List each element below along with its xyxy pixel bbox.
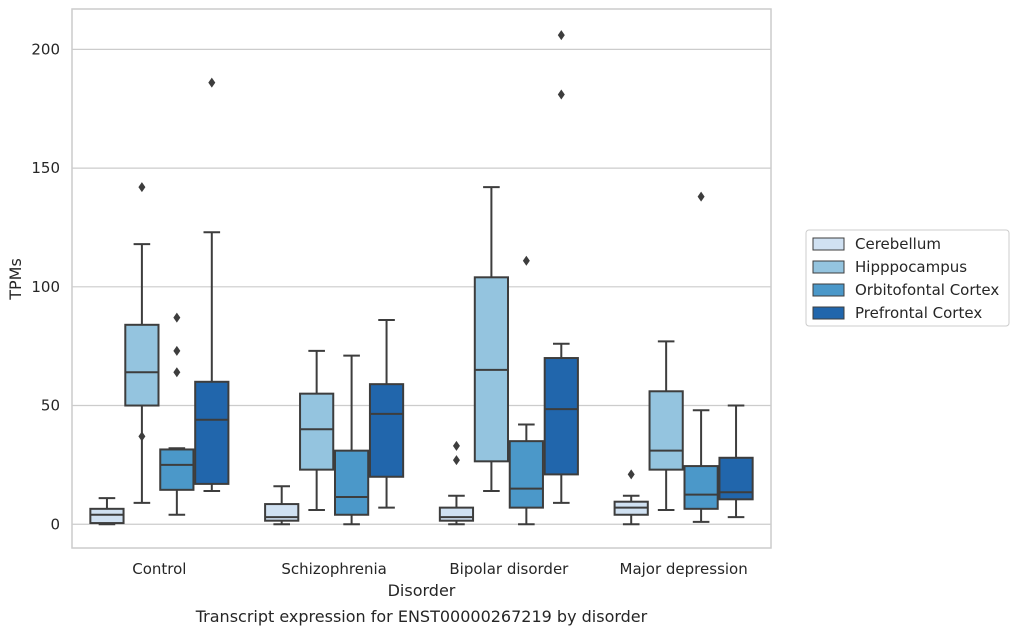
box-iqr xyxy=(264,503,300,522)
legend-swatch xyxy=(812,306,845,320)
box-hipppocampus xyxy=(648,340,684,512)
box-iqr xyxy=(89,507,125,525)
box-orbitofontal-cortex xyxy=(333,354,370,526)
box-cerebellum xyxy=(89,497,125,526)
legend-swatch xyxy=(812,283,845,297)
y-tick-labels: 0 50 100 150 200 xyxy=(31,40,60,533)
legend-frame xyxy=(805,229,1010,327)
y-axis-label: TPMs xyxy=(6,258,25,301)
box-orbitofontal-cortex xyxy=(508,255,544,526)
box-prefrontal-cortex xyxy=(368,319,405,509)
y-tick-label: 200 xyxy=(31,40,60,58)
box-iqr xyxy=(438,506,475,522)
box-hipppocampus xyxy=(473,186,510,493)
outlier-point xyxy=(138,431,146,442)
box-iqr xyxy=(683,465,719,510)
x-tick-label: Bipolar disorder xyxy=(449,560,569,578)
legend-label: Orbitofontal Cortex xyxy=(855,281,999,299)
box-cerebellum xyxy=(613,469,649,526)
y-tick-label: 0 xyxy=(50,515,60,533)
legend-label: Cerebellum xyxy=(855,235,941,253)
outlier-point xyxy=(627,469,635,480)
box-iqr xyxy=(194,380,230,485)
box-iqr xyxy=(124,323,160,407)
outlier-point xyxy=(557,89,565,100)
outlier-point xyxy=(522,255,530,266)
outlier-point xyxy=(452,455,460,466)
outlier-point xyxy=(173,367,181,378)
x-tick-label: Major depression xyxy=(620,560,748,578)
box-iqr xyxy=(648,390,684,471)
legend-swatch xyxy=(812,237,845,251)
legend-label: Hipppocampus xyxy=(855,258,967,276)
outlier-point xyxy=(557,30,565,41)
box-iqr xyxy=(159,448,195,491)
outlier-point xyxy=(452,440,460,451)
box-orbitofontal-cortex xyxy=(683,191,719,523)
outlier-point xyxy=(138,182,146,193)
outlier-point xyxy=(208,77,216,88)
x-tick-label: Schizophrenia xyxy=(281,560,386,578)
box-iqr xyxy=(543,357,579,476)
box-iqr xyxy=(299,392,335,471)
box-iqr xyxy=(508,440,544,509)
box-orbitofontal-cortex xyxy=(159,312,195,516)
box-iqr xyxy=(333,449,370,516)
y-tick-label: 150 xyxy=(31,159,60,177)
legend: Cerebellum Hipppocampus Orbitofontal Corte… xyxy=(805,229,1010,327)
outlier-point xyxy=(697,191,705,202)
x-axis-label: Disorder xyxy=(388,581,456,600)
legend-items: Cerebellum Hipppocampus Orbitofontal Corte… xyxy=(812,235,999,322)
box-cerebellum xyxy=(264,485,300,526)
y-tick-label: 100 xyxy=(31,278,60,296)
x-tick-label: Control xyxy=(132,560,186,578)
y-tick-label: 50 xyxy=(41,397,60,415)
box-cerebellum xyxy=(438,440,475,526)
outlier-point xyxy=(173,312,181,323)
x-tick-labels: Control Schizophrenia Bipolar disorder Majo… xyxy=(132,560,747,578)
chart-caption: Transcript expression for ENST0000026721… xyxy=(195,607,648,626)
legend-swatch xyxy=(812,260,845,274)
box-prefrontal-cortex xyxy=(718,404,754,519)
outlier-point xyxy=(173,345,181,356)
plot-frame xyxy=(71,8,772,549)
box-hipppocampus xyxy=(124,182,160,504)
box-plots xyxy=(89,30,754,526)
box-hipppocampus xyxy=(299,349,335,512)
box-prefrontal-cortex xyxy=(194,77,230,493)
box-prefrontal-cortex xyxy=(543,30,579,504)
box-iqr xyxy=(368,383,405,478)
legend-label: Prefrontal Cortex xyxy=(855,304,982,322)
